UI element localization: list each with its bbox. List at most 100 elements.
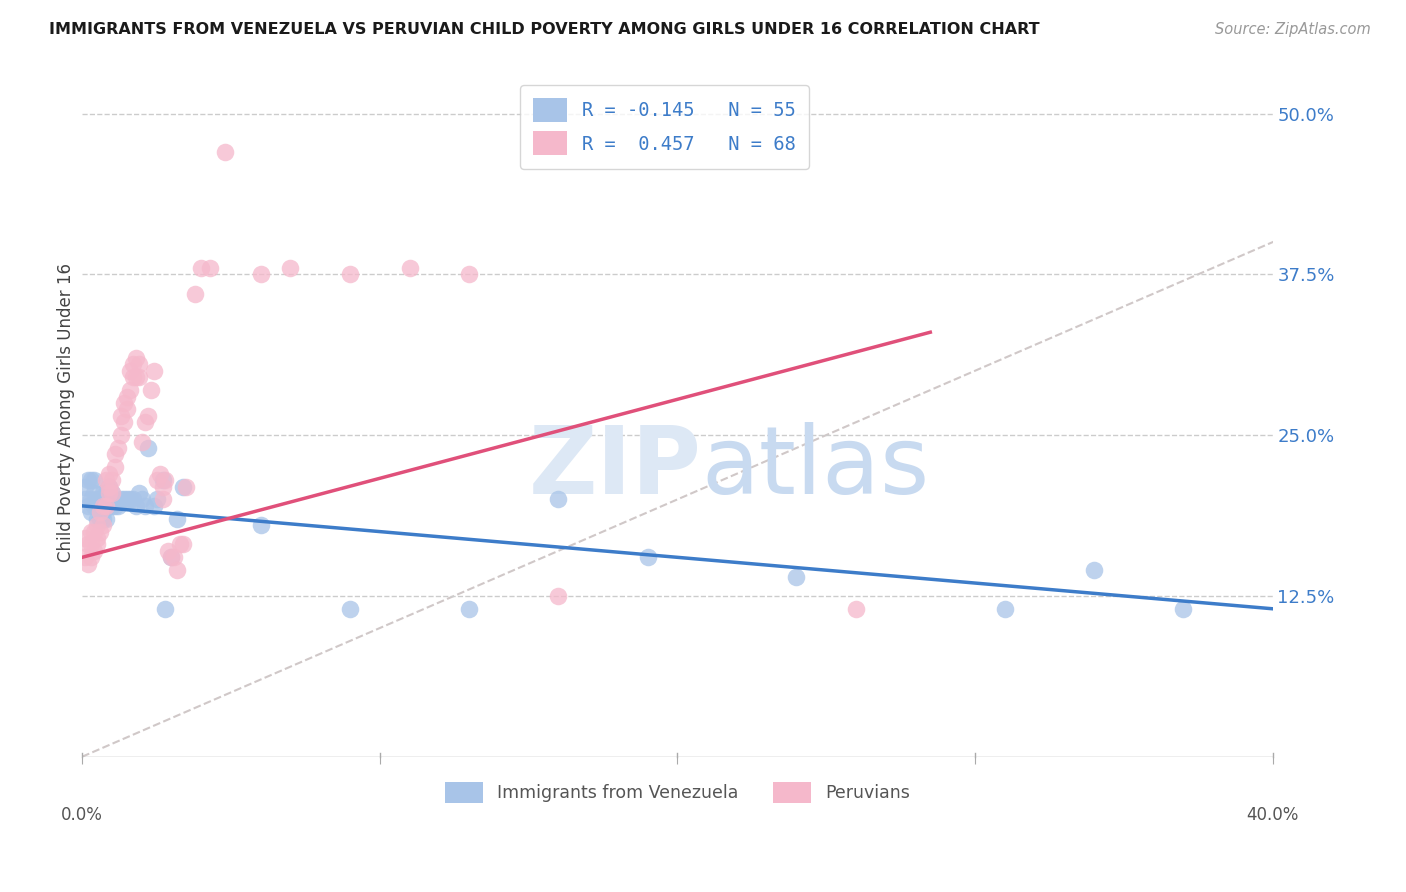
Point xyxy=(91,486,114,500)
Point xyxy=(249,268,271,282)
Point xyxy=(91,512,114,526)
Point xyxy=(118,364,141,378)
Point xyxy=(155,601,177,615)
Point xyxy=(152,479,174,493)
Point xyxy=(136,441,159,455)
Point xyxy=(101,499,124,513)
Point xyxy=(152,492,174,507)
Point xyxy=(75,492,97,507)
Point xyxy=(77,557,100,571)
Point xyxy=(166,563,188,577)
Point xyxy=(83,486,105,500)
Point xyxy=(458,601,481,615)
Point xyxy=(547,589,569,603)
Point xyxy=(91,499,114,513)
Point xyxy=(94,499,117,513)
Point xyxy=(128,370,150,384)
Point xyxy=(80,505,103,519)
Point xyxy=(110,492,132,507)
Point xyxy=(118,492,141,507)
Point xyxy=(160,550,183,565)
Point xyxy=(89,499,111,513)
Point xyxy=(97,486,120,500)
Text: ZIP: ZIP xyxy=(529,422,702,514)
Point xyxy=(148,467,170,481)
Point xyxy=(169,537,191,551)
Text: IMMIGRANTS FROM VENEZUELA VS PERUVIAN CHILD POVERTY AMONG GIRLS UNDER 16 CORRELA: IMMIGRANTS FROM VENEZUELA VS PERUVIAN CH… xyxy=(49,22,1040,37)
Point xyxy=(214,145,236,160)
Text: Source: ZipAtlas.com: Source: ZipAtlas.com xyxy=(1215,22,1371,37)
Point xyxy=(547,492,569,507)
Point xyxy=(134,499,156,513)
Point xyxy=(112,492,135,507)
Point xyxy=(134,415,156,429)
Point xyxy=(101,473,124,487)
Point xyxy=(112,415,135,429)
Point xyxy=(97,499,120,513)
Point xyxy=(91,499,114,513)
Point xyxy=(115,402,138,417)
Point xyxy=(145,492,167,507)
Point xyxy=(339,601,361,615)
Point xyxy=(97,479,120,493)
Point xyxy=(80,473,103,487)
Point xyxy=(155,473,177,487)
Point xyxy=(83,473,105,487)
Point xyxy=(176,479,198,493)
Point xyxy=(163,550,186,565)
Point xyxy=(97,479,120,493)
Point xyxy=(198,260,221,275)
Point xyxy=(166,512,188,526)
Point xyxy=(104,460,127,475)
Point xyxy=(142,499,165,513)
Point xyxy=(94,486,117,500)
Point xyxy=(104,447,127,461)
Point xyxy=(101,486,124,500)
Point xyxy=(125,370,148,384)
Point xyxy=(121,370,143,384)
Point xyxy=(142,364,165,378)
Point xyxy=(121,357,143,371)
Point xyxy=(184,286,207,301)
Point xyxy=(80,550,103,565)
Point xyxy=(80,524,103,539)
Point xyxy=(121,492,143,507)
Point xyxy=(339,268,361,282)
Point xyxy=(75,479,97,493)
Point xyxy=(86,537,108,551)
Point xyxy=(91,505,114,519)
Point xyxy=(83,544,105,558)
Point xyxy=(107,499,129,513)
Point xyxy=(86,512,108,526)
Point xyxy=(86,499,108,513)
Point xyxy=(75,531,97,545)
Point xyxy=(1083,563,1105,577)
Point xyxy=(112,396,135,410)
Point xyxy=(89,492,111,507)
Point xyxy=(83,499,105,513)
Point xyxy=(172,537,194,551)
Point xyxy=(398,260,420,275)
Point xyxy=(115,390,138,404)
Point xyxy=(125,351,148,365)
Point xyxy=(458,268,481,282)
Point xyxy=(89,512,111,526)
Point xyxy=(118,383,141,397)
Point xyxy=(131,492,153,507)
Point xyxy=(136,409,159,423)
Point xyxy=(172,479,194,493)
Point xyxy=(637,550,659,565)
Point xyxy=(128,357,150,371)
Legend: Immigrants from Venezuela, Peruvians: Immigrants from Venezuela, Peruvians xyxy=(437,775,917,810)
Point xyxy=(86,518,108,533)
Point xyxy=(104,499,127,513)
Point xyxy=(80,537,103,551)
Point xyxy=(77,473,100,487)
Text: 0.0%: 0.0% xyxy=(62,805,103,823)
Point xyxy=(89,524,111,539)
Point xyxy=(107,441,129,455)
Point xyxy=(994,601,1017,615)
Text: atlas: atlas xyxy=(702,422,929,514)
Point xyxy=(77,499,100,513)
Point xyxy=(845,601,868,615)
